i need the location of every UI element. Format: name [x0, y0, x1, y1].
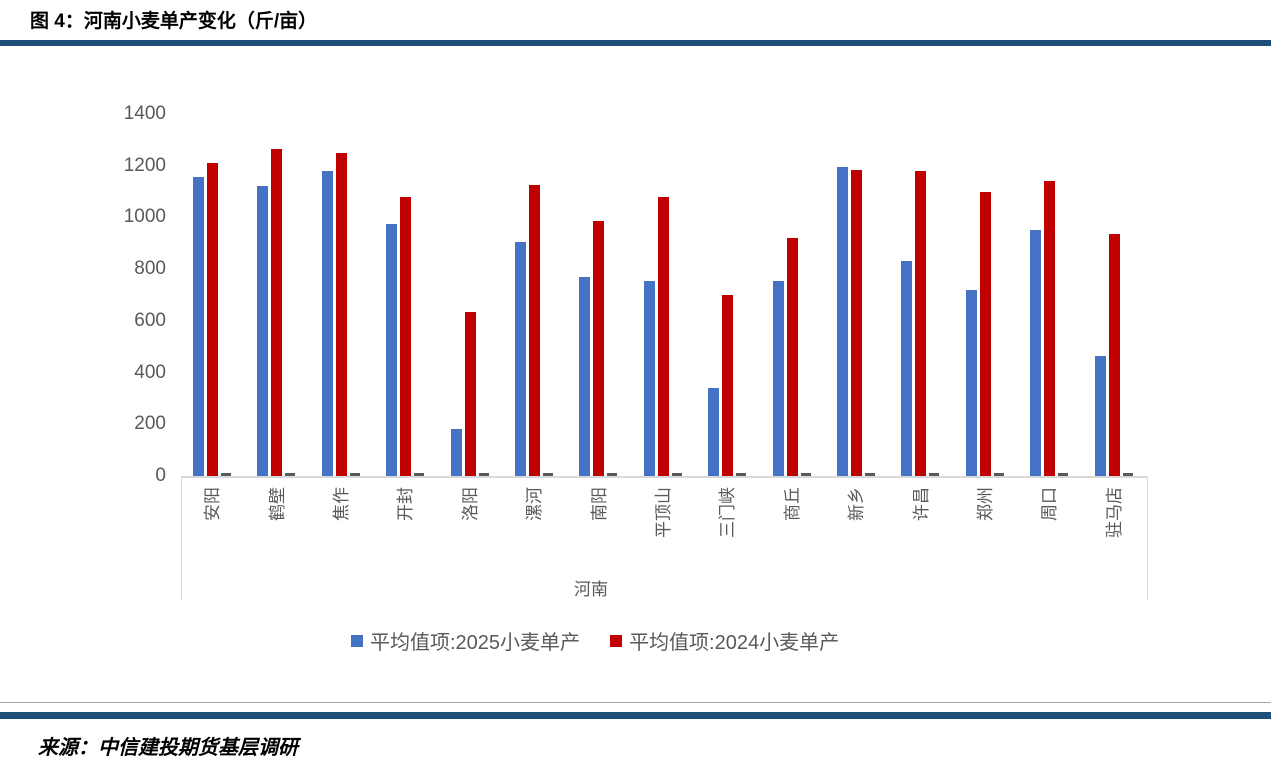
- x-label-南阳: 南阳: [589, 487, 609, 521]
- x-label-开封: 开封: [396, 487, 416, 521]
- source-note: 来源：中信建投期货基层调研: [38, 737, 298, 759]
- zero-dash-许昌: [929, 473, 940, 476]
- zero-dash-三门峡: [736, 473, 747, 476]
- bar-2024-周口: [1044, 181, 1056, 476]
- bar-2025-洛阳: [450, 429, 462, 476]
- zero-dash-南阳: [607, 473, 618, 476]
- x-label-驻马店: 驻马店: [1104, 487, 1124, 538]
- bar-2025-开封: [386, 223, 398, 476]
- bar-2025-焦作: [321, 170, 333, 476]
- legend-item-2024: 平均值项:2024小麦单产: [610, 626, 839, 655]
- x-label-鹤壁: 鹤壁: [267, 487, 287, 521]
- chart-legend: 平均值项:2025小麦单产 平均值项:2024小麦单产: [351, 626, 839, 655]
- zero-dash-安阳: [221, 473, 231, 476]
- legend-label-2025: 平均值项:2025小麦单产: [370, 632, 581, 654]
- zero-dash-周口: [1058, 473, 1069, 476]
- bar-2025-鹤壁: [257, 186, 269, 476]
- bar-2025-郑州: [965, 289, 977, 476]
- bar-2024-鹤壁: [271, 148, 283, 476]
- x-label-焦作: 焦作: [332, 487, 351, 521]
- bar-2024-许昌: [915, 170, 927, 476]
- bar-2025-安阳: [193, 177, 204, 476]
- bar-2024-漯河: [529, 185, 540, 476]
- zero-dash-漯河: [543, 473, 553, 476]
- y-tick-800: 800: [134, 258, 166, 280]
- y-tick-600: 600: [134, 309, 166, 331]
- bar-2025-漯河: [515, 242, 526, 476]
- bar-2024-南阳: [593, 221, 605, 476]
- zero-dash-郑州: [993, 473, 1004, 476]
- y-tick-1400: 1400: [123, 103, 166, 124]
- axis-label-box-left-border: [181, 477, 182, 600]
- legend-item-2025: 平均值项:2025小麦单产: [351, 626, 580, 655]
- axis-label-box-right-border: [1147, 477, 1148, 600]
- x-label-安阳: 安阳: [203, 487, 223, 521]
- bar-2024-三门峡: [722, 295, 734, 476]
- legend-swatch-red: [610, 634, 623, 647]
- x-label-周口: 周口: [1040, 487, 1060, 521]
- bar-2025-驻马店: [1094, 355, 1106, 476]
- zero-dash-新乡: [865, 473, 875, 476]
- x-label-三门峡: 三门峡: [718, 487, 738, 538]
- zero-dash-平顶山: [671, 473, 682, 476]
- bar-2025-新乡: [837, 167, 848, 476]
- y-tick-0: 0: [155, 465, 166, 486]
- x-label-漯河: 漯河: [525, 487, 545, 521]
- bar-2024-郑州: [979, 191, 991, 476]
- x-label-许昌: 许昌: [911, 487, 931, 521]
- bar-2024-安阳: [207, 163, 218, 476]
- bar-2025-许昌: [901, 261, 913, 476]
- figure-title: 图 4：河南小麦单产变化（斤/亩）: [30, 11, 318, 32]
- bar-2025-平顶山: [643, 280, 655, 476]
- bar-2025-商丘: [772, 280, 784, 476]
- top-divider-rule: [0, 40, 1271, 46]
- y-tick-400: 400: [134, 361, 166, 383]
- bar-2025-三门峡: [708, 388, 720, 476]
- bar-2025-周口: [1030, 230, 1042, 476]
- zero-dash-焦作: [349, 473, 360, 476]
- bar-2024-开封: [400, 196, 412, 476]
- bar-2024-平顶山: [657, 196, 669, 476]
- bar-2024-新乡: [851, 169, 862, 476]
- bar-2024-驻马店: [1108, 234, 1120, 476]
- x-label-平顶山: 平顶山: [654, 487, 673, 538]
- y-tick-200: 200: [134, 413, 166, 435]
- plot-area: [181, 114, 1147, 476]
- y-tick-1200: 1200: [123, 154, 166, 176]
- x-label-洛阳: 洛阳: [460, 487, 480, 521]
- y-tick-1000: 1000: [123, 206, 166, 228]
- bar-2025-南阳: [579, 276, 591, 476]
- legend-swatch-blue: [351, 634, 363, 647]
- zero-dash-开封: [414, 473, 425, 476]
- bar-2024-洛阳: [464, 311, 476, 476]
- bottom-thin-rule: [0, 702, 1271, 703]
- bottom-divider-rule: [0, 712, 1271, 719]
- zero-dash-商丘: [800, 473, 811, 476]
- bar-2024-商丘: [786, 238, 798, 476]
- legend-label-2024: 平均值项:2024小麦单产: [629, 632, 840, 654]
- zero-dash-驻马店: [1122, 473, 1133, 476]
- x-label-郑州: 郑州: [976, 487, 995, 521]
- axis-group-label: 河南: [574, 580, 608, 599]
- x-label-新乡: 新乡: [847, 487, 867, 521]
- bar-2024-焦作: [335, 152, 347, 476]
- x-axis-line: [181, 476, 1148, 478]
- zero-dash-鹤壁: [285, 473, 296, 476]
- x-label-商丘: 商丘: [782, 487, 802, 521]
- zero-dash-洛阳: [478, 473, 489, 476]
